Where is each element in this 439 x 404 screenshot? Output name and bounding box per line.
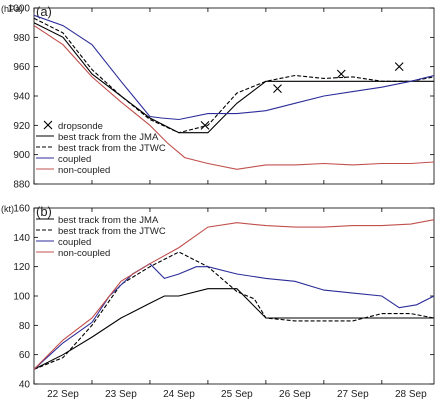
legend-label-dropsonde: dropsonde	[58, 121, 103, 132]
legend-label-coupled: coupled	[58, 154, 91, 165]
series-line-non-coupled	[33, 219, 435, 370]
series-line-non-coupled	[33, 25, 435, 170]
x-tick-label: 22 Sep	[47, 389, 79, 400]
x-tick-label: 26 Sep	[279, 389, 311, 400]
y-tick-label: 120	[13, 262, 30, 273]
y-axis-unit-label: (kt)	[1, 204, 14, 214]
dropsonde-marker	[273, 84, 282, 94]
series-line-coupled	[33, 14, 435, 121]
series-line-best-track-from-the-jtwc	[33, 251, 435, 370]
panel-b-wind-chart: 40 60 80 100 120 140 160 22 Sep 23 Sep 24 Sep 25 S…	[1, 204, 435, 400]
y-tick-label: 960	[13, 62, 30, 73]
panel-label: (a)	[36, 4, 52, 19]
legend-label-best-track-from-the-jtwc: best track from the JTWC	[58, 143, 166, 154]
legend-dropsonde-icon	[43, 120, 53, 130]
legend-label-coupled: coupled	[58, 237, 91, 248]
y-tick-label: 100	[13, 292, 30, 303]
y-tick-label: 880	[13, 180, 30, 191]
y-tick-label: 940	[13, 92, 30, 103]
x-tick-label: 25 Sep	[221, 389, 253, 400]
legend-label-best-track-from-the-jma: best track from the JMA	[58, 132, 159, 143]
dropsonde-marker	[200, 120, 210, 130]
x-tick-label: 24 Sep	[163, 389, 195, 400]
series-line-coupled	[33, 263, 435, 370]
dropsonde-marker	[336, 69, 346, 79]
legend-label-best-track-from-the-jma: best track from the JMA	[58, 215, 159, 226]
y-tick-label: 1000	[8, 4, 31, 15]
y-tick-label: 80	[19, 321, 31, 332]
series-line-best-track-from-the-jtwc	[33, 17, 435, 134]
y-tick-label: 60	[19, 350, 31, 361]
legend-label-non-coupled: non-coupled	[58, 248, 110, 259]
dropsonde-marker	[394, 62, 404, 72]
plot-frame	[33, 7, 435, 185]
series-line-best-track-from-the-jma	[33, 22, 434, 134]
y-tick-label: 140	[13, 233, 30, 244]
legend-label-non-coupled: non-coupled	[58, 165, 110, 176]
legend-label-best-track-from-the-jtwc: best track from the JTWC	[58, 226, 166, 237]
x-tick-label: 23 Sep	[105, 389, 137, 400]
y-tick-label: 40	[19, 380, 31, 391]
y-tick-label: 160	[13, 204, 30, 215]
x-tick-label: 28 Sep	[395, 389, 427, 400]
y-tick-label: 900	[13, 150, 30, 161]
panel-label: (b)	[36, 204, 52, 219]
y-tick-label: 920	[13, 121, 30, 132]
series-line-best-track-from-the-jma	[33, 288, 434, 370]
y-tick-label: 980	[13, 33, 30, 44]
x-tick-label: 27 Sep	[337, 389, 369, 400]
y-axis-unit-label: (hPa)	[1, 4, 23, 14]
